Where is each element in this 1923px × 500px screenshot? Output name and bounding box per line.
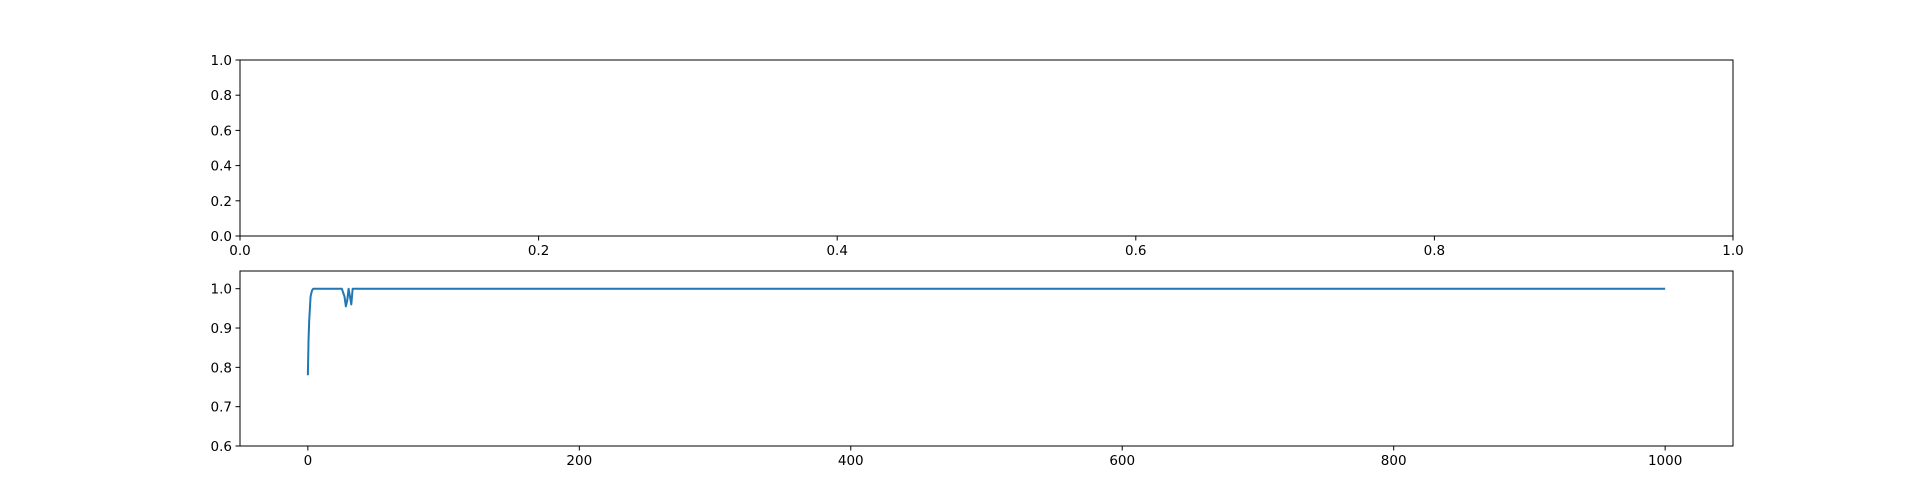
series-line-0 bbox=[306, 287, 1666, 376]
y-tick-label: 0.7 bbox=[211, 400, 232, 416]
x-tick-label: 1.0 bbox=[1722, 243, 1743, 259]
y-tick-label: 1.0 bbox=[211, 282, 232, 298]
y-tick-label: 0.6 bbox=[211, 123, 232, 139]
bottom-plot: 0 200 400 600 800 1000 0.6 0.7 0.8 0.9 1.0 bbox=[211, 270, 1734, 469]
y-tick-label: 0.9 bbox=[211, 321, 232, 337]
x-tick-label: 0.6 bbox=[1125, 243, 1146, 259]
x-tick-label: 200 bbox=[566, 453, 592, 469]
x-tick-label: 0 bbox=[304, 453, 313, 469]
x-tick-label: 0.4 bbox=[826, 243, 847, 259]
y-tick-label: 0.8 bbox=[211, 360, 232, 376]
y-tick-label: 0.6 bbox=[211, 439, 232, 455]
y-tick-label: 0.4 bbox=[211, 159, 232, 175]
y-tick-label: 0.2 bbox=[211, 194, 232, 210]
y-tick-label: 0.8 bbox=[211, 88, 232, 104]
axes-frame bbox=[239, 59, 1734, 237]
x-tick-label: 600 bbox=[1109, 453, 1135, 469]
x-tick-label: 0.8 bbox=[1424, 243, 1445, 259]
x-tick-label: 800 bbox=[1381, 453, 1407, 469]
x-tick-label: 0.0 bbox=[229, 243, 250, 259]
top-plot: 0.0 0.2 0.4 0.6 0.8 1.0 0.0 0.2 0.4 0.6 0.8 1.0 bbox=[211, 53, 1744, 259]
x-tick-label: 0.2 bbox=[528, 243, 549, 259]
y-tick-label: 1.0 bbox=[211, 53, 232, 69]
y-tick-label: 0.0 bbox=[211, 229, 232, 245]
x-tick-label: 400 bbox=[838, 453, 864, 469]
axes-frame bbox=[239, 270, 1734, 447]
x-tick-label: 1000 bbox=[1648, 453, 1682, 469]
